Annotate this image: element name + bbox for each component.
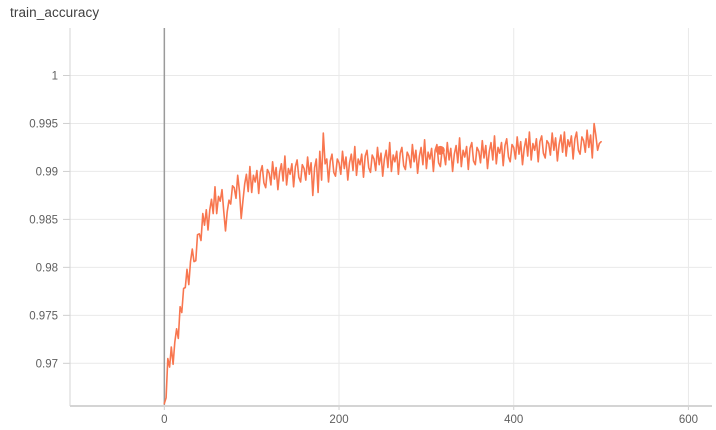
x-tick-label: 200 [329, 414, 348, 426]
marker-dot [435, 145, 445, 155]
x-tick-label: 600 [679, 414, 698, 426]
y-tick-label: 0.995 [29, 118, 58, 130]
x-tick-label: 400 [504, 414, 523, 426]
y-tick-label: 0.985 [29, 214, 58, 226]
y-tick-label: 0.97 [36, 358, 58, 370]
accuracy-line [163, 122, 602, 405]
y-tick-label: 0.99 [36, 166, 58, 178]
x-tick-label: 0 [161, 414, 167, 426]
chart-title: train_accuracy [10, 5, 100, 20]
y-tick-label: 0.975 [29, 310, 58, 322]
y-tick-label: 1 [52, 70, 58, 82]
y-tick-label: 0.98 [36, 262, 58, 274]
